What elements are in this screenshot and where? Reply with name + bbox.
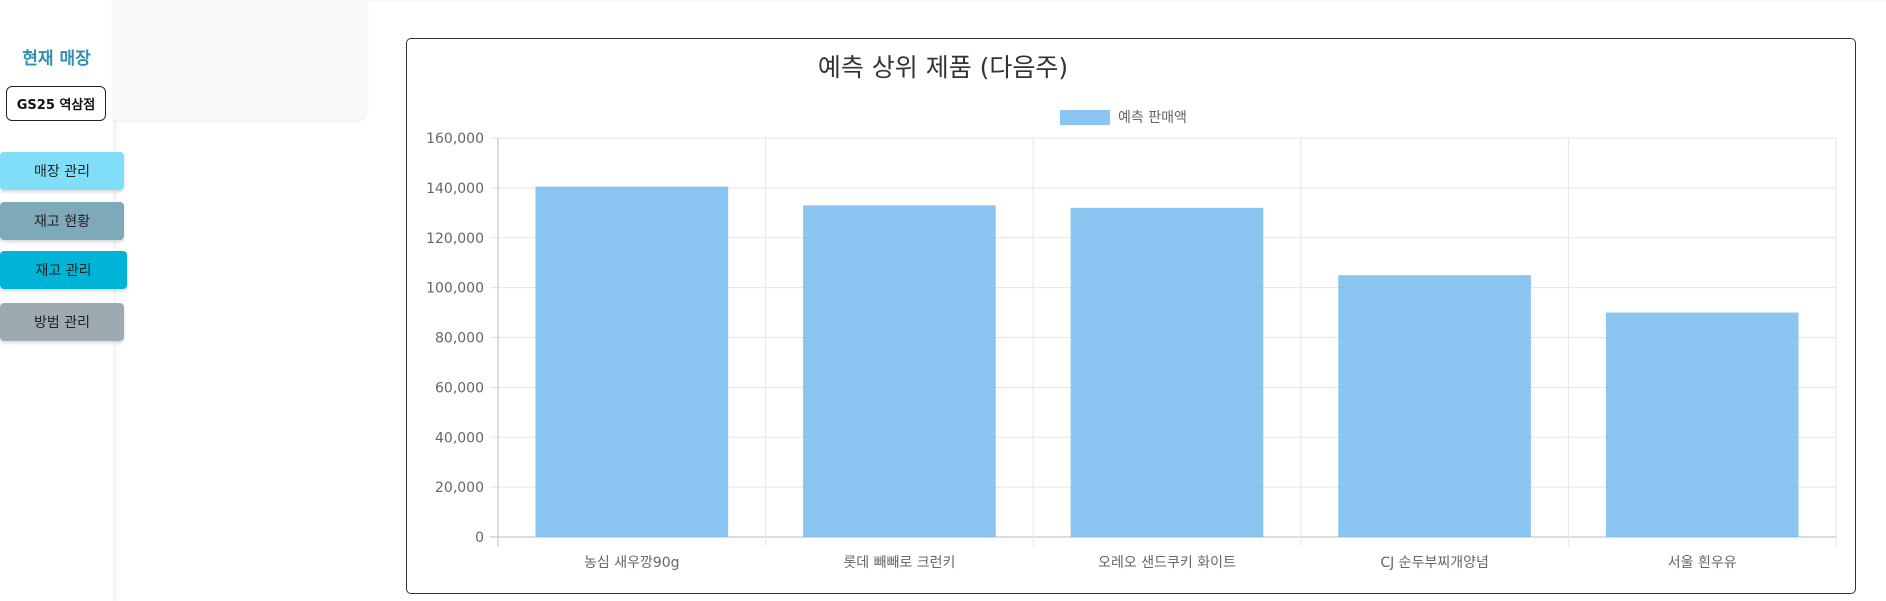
x-tick-label: 농심 새우깡90g [584,555,680,571]
bar [535,186,729,538]
y-tick-label: 40,000 [435,430,484,446]
chart-legend[interactable]: 예측 판매액 [1060,107,1187,127]
x-tick-label: CJ 순두부찌개양념 [1380,555,1489,571]
chart-title: 예측 상위 제품 (다음주) [817,53,1069,82]
bar [1605,312,1799,537]
y-tick-label: 60,000 [435,380,484,396]
legend-label: 예측 판매액 [1118,110,1187,126]
x-tick-label: 서울 흰우유 [1668,555,1737,571]
bar [1338,275,1531,537]
y-tick-label: 140,000 [426,181,484,197]
nav-store-management-button[interactable]: 매장 관리 [0,152,124,190]
nav-inventory-management-button[interactable]: 재고 관리 [0,251,127,289]
current-store-heading: 현재 매장 [22,49,91,69]
bar [803,205,996,538]
x-tick-label: 롯데 빼빼로 크런키 [843,555,955,571]
y-tick-label: 160,000 [426,131,484,147]
y-tick-label: 0 [475,530,484,546]
sidebar: 현재 매장 GS25 역삼점 [0,0,113,601]
store-name-box: GS25 역삼점 [6,86,106,121]
bar [1070,207,1264,537]
x-tick-label: 오레오 샌드쿠키 화이트 [1098,555,1236,571]
legend-swatch [1060,109,1110,125]
y-tick-label: 20,000 [435,480,484,496]
y-tick-label: 100,000 [426,281,484,297]
y-tick-label: 80,000 [435,331,484,347]
nav-inventory-status-button[interactable]: 재고 현황 [0,202,124,240]
top-panel [113,0,365,120]
nav-security-management-button[interactable]: 방범 관리 [0,303,124,341]
y-tick-label: 120,000 [426,231,484,247]
header-divider [365,0,1886,3]
